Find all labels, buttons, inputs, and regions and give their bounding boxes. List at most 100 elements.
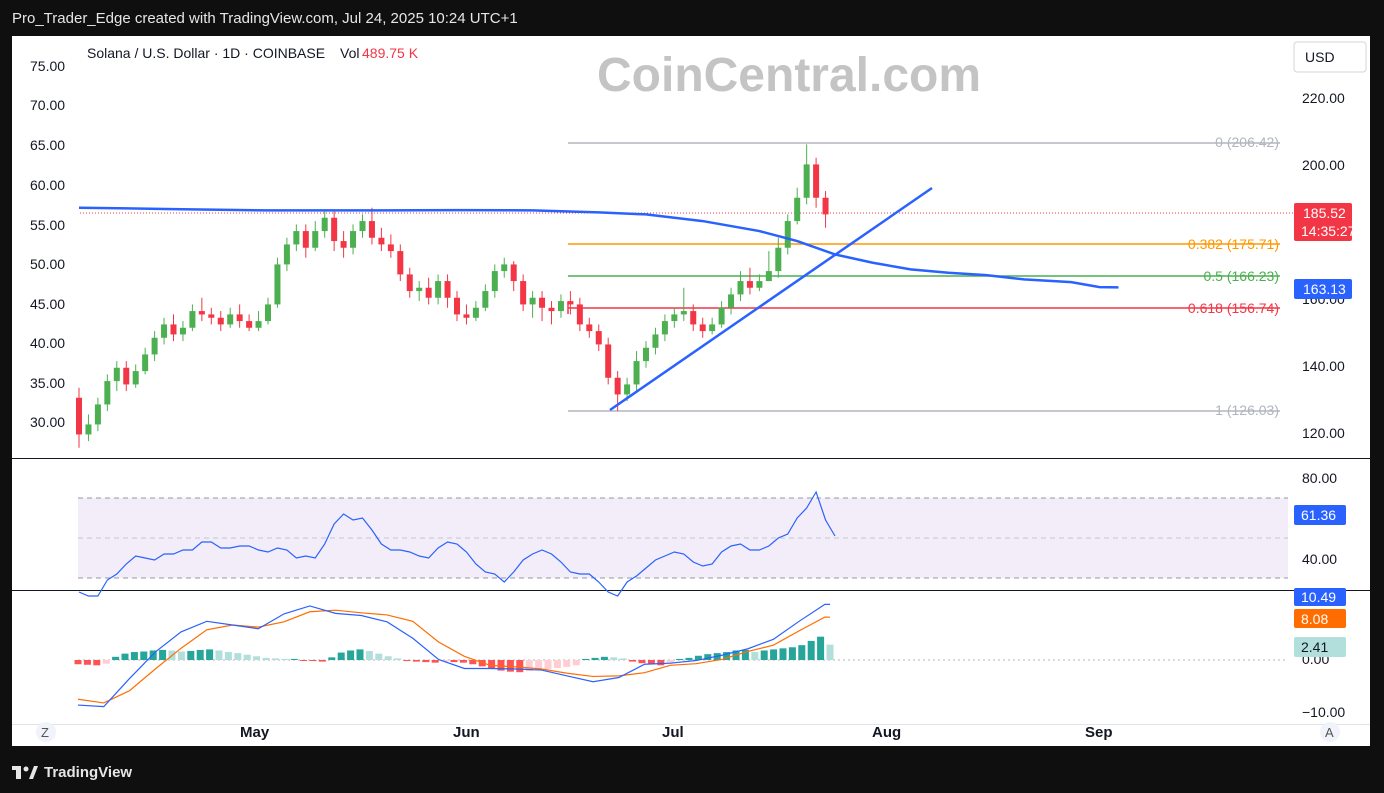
candle (416, 281, 423, 302)
histogram-bar (506, 660, 514, 672)
candle (340, 231, 347, 258)
candle (359, 214, 366, 238)
candle-body (368, 221, 375, 238)
candle (605, 337, 612, 385)
histogram-bar (572, 660, 580, 666)
left-axis-label: 35.00 (30, 375, 65, 391)
fib-retracement[interactable]: 0 (206.42) 0.382 (175.71) 0.5 (166.23) 0… (567, 134, 1280, 418)
left-axis-label: 65.00 (30, 137, 65, 153)
candle-body (321, 217, 328, 232)
candle-body (548, 307, 555, 312)
histogram-bar (243, 654, 251, 660)
histogram-bar (215, 650, 223, 660)
candle-body (671, 314, 678, 322)
candle (539, 291, 546, 322)
candle-body (397, 251, 404, 275)
histogram-bar (638, 660, 646, 664)
candle-body (283, 244, 290, 265)
left-axis-label: 70.00 (30, 97, 65, 113)
macd-pane[interactable]: 0.00 −10.00 10.49 8.08 2.41 (74, 588, 1347, 720)
candle (472, 301, 479, 322)
candle-body (633, 361, 640, 385)
candle-body (208, 314, 215, 318)
histogram-bar (431, 660, 439, 663)
candle-body (350, 231, 357, 248)
histogram-bar (422, 660, 430, 663)
symbol-legend[interactable]: Solana / U.S. Dollar · 1D · COINBASE (87, 45, 325, 61)
ascending-trendline[interactable] (609, 186, 933, 412)
candle-body (378, 237, 385, 245)
histogram-bar (544, 660, 552, 670)
candle-body (435, 281, 442, 298)
candle-body (510, 264, 517, 282)
macd-line[interactable] (77, 603, 831, 708)
candle (803, 144, 810, 205)
candle (671, 307, 678, 328)
macd-histogram[interactable] (74, 636, 834, 673)
candle (387, 234, 394, 258)
chart-panel[interactable]: Solana / U.S. Dollar · 1D · COINBASE Vol… (12, 36, 1370, 746)
candle (302, 224, 309, 258)
candle-body (822, 197, 829, 215)
tradingview-brand: TradingView (44, 764, 133, 781)
candle (179, 321, 186, 342)
moving-average-line[interactable] (78, 206, 1119, 289)
right-price-axis[interactable]: 220.00 200.00 160.00 140.00 120.00 (1302, 90, 1345, 441)
candle (94, 397, 101, 432)
tradingview-logo[interactable]: TradingView (12, 764, 132, 781)
candle-body (576, 304, 583, 325)
candle-body (425, 287, 432, 298)
chart-caption: Pro_Trader_Edge created with TradingView… (12, 10, 518, 27)
candle-body (170, 324, 177, 335)
histogram-bar (647, 660, 655, 665)
zoom-reset-button[interactable] (36, 722, 56, 742)
histogram-bar (488, 660, 496, 669)
candle-body (94, 404, 101, 425)
candle (283, 237, 290, 272)
currency-button[interactable] (1293, 41, 1367, 73)
candle-body (76, 397, 82, 435)
candle-body (557, 301, 564, 312)
histogram-bar (619, 658, 627, 660)
histogram-bar (112, 656, 120, 660)
histogram-bar (497, 660, 505, 671)
candle (661, 314, 668, 342)
histogram-bar (817, 636, 825, 660)
histogram-bar (525, 660, 533, 672)
candle-body (803, 164, 810, 198)
macd-value-badge (1294, 588, 1346, 606)
candle (680, 287, 687, 322)
rsi-line[interactable] (78, 490, 836, 597)
macd-signal-line[interactable] (77, 609, 831, 704)
right-axis-label: 140.00 (1302, 358, 1345, 374)
candle (132, 364, 139, 388)
histogram-bar (309, 660, 317, 662)
rsi-value-badge (1294, 505, 1346, 525)
candle-body (142, 354, 149, 372)
candlestick-series[interactable] (76, 144, 829, 448)
time-axis-label: Jun (453, 724, 480, 741)
candle (104, 374, 111, 412)
fib-label-0618: 0.618 (156.74) (1188, 300, 1279, 316)
histogram-bar (788, 647, 796, 660)
fib-label-1: 1 (126.03) (1215, 402, 1279, 418)
time-axis[interactable]: Z May Jun Jul Aug Sep A (36, 722, 1340, 742)
candle-body (794, 197, 801, 222)
candle (567, 291, 574, 315)
candle-body (179, 327, 186, 335)
histogram-bar (337, 652, 345, 660)
candle-body (728, 294, 735, 308)
candle (643, 341, 649, 368)
candle (595, 324, 602, 352)
candle-body (690, 311, 697, 325)
rsi-pane[interactable]: 80.00 40.00 61.36 (78, 470, 1346, 597)
candle (491, 264, 498, 298)
histogram-bar (177, 651, 185, 660)
histogram-bar (234, 653, 242, 660)
candle-body (302, 231, 309, 248)
chart-canvas[interactable]: Solana / U.S. Dollar · 1D · COINBASE Vol… (12, 36, 1370, 746)
histogram-bar (751, 652, 759, 660)
auto-scale-button[interactable] (1320, 722, 1340, 742)
histogram-bar (412, 660, 420, 662)
candle (85, 414, 92, 442)
